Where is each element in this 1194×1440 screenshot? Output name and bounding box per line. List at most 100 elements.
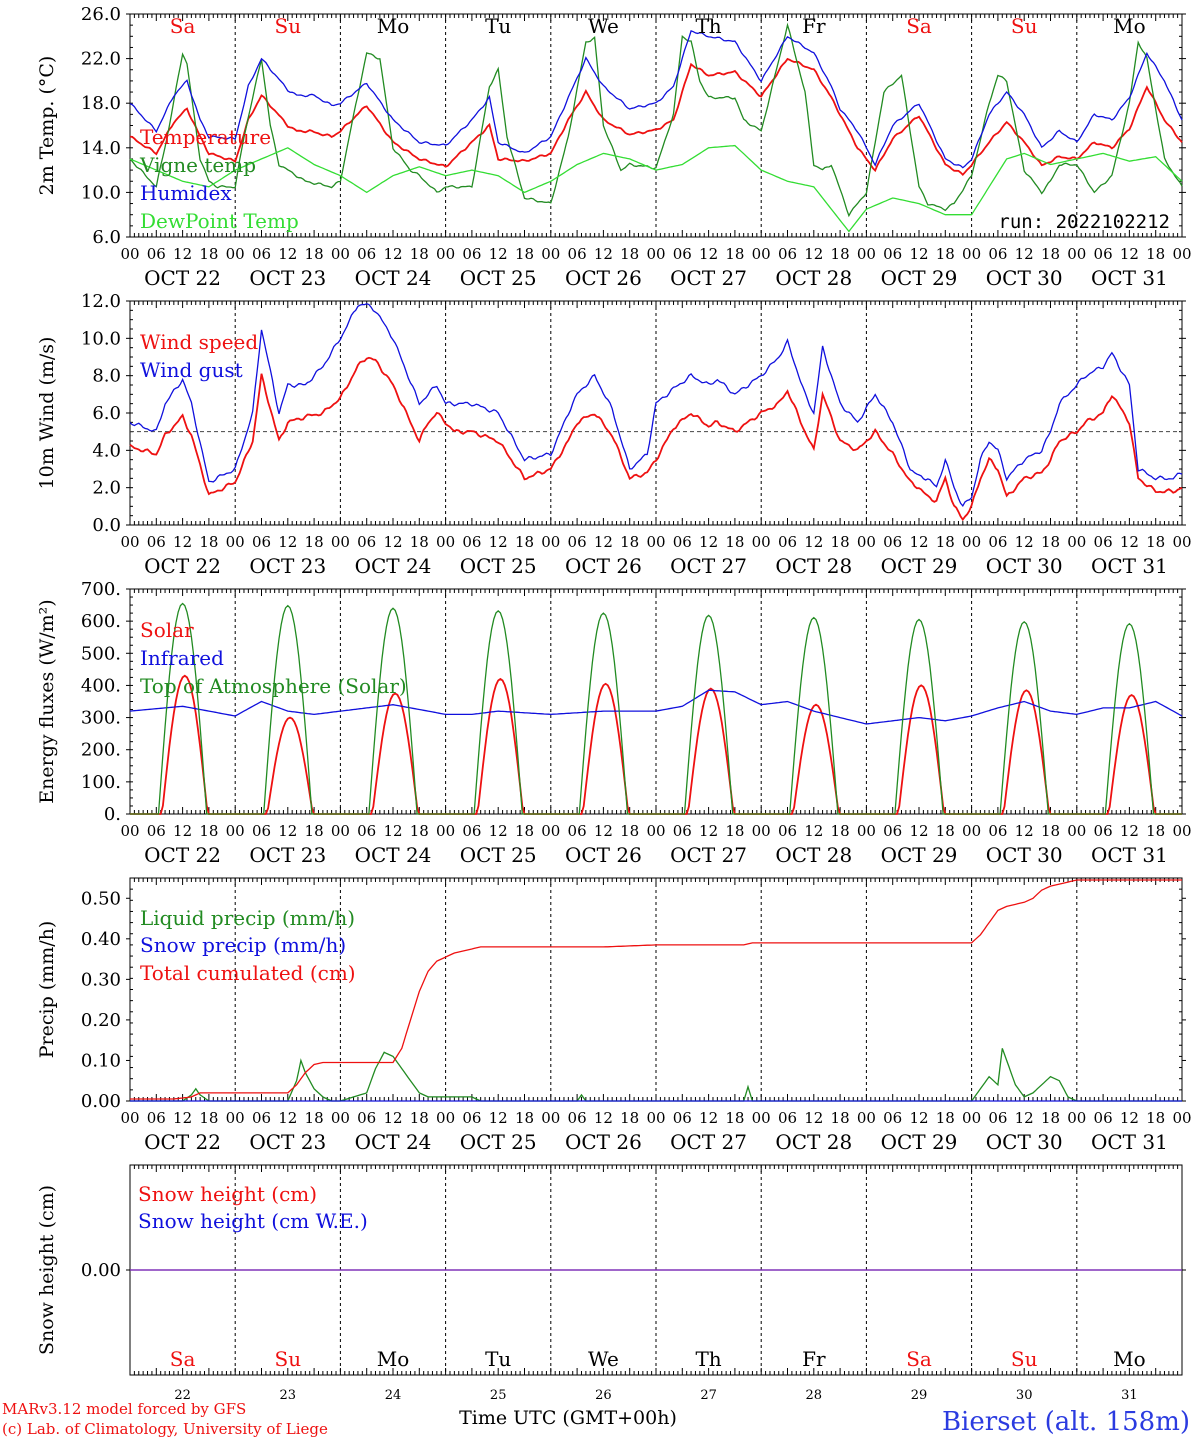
x-hour-label: 18 bbox=[725, 245, 744, 263]
x-hour-label: 00 bbox=[962, 245, 981, 263]
x-date-label: OCT 25 bbox=[460, 1130, 537, 1154]
x-hour-label: 06 bbox=[673, 245, 692, 263]
y-tick-label: 200. bbox=[81, 740, 121, 761]
x-date-label: OCT 22 bbox=[144, 554, 221, 578]
x-hour-label: 12 bbox=[1120, 533, 1139, 551]
x-hour-label: 12 bbox=[1015, 822, 1034, 840]
x-hour-label: 00 bbox=[226, 1109, 245, 1127]
x-hour-label: 06 bbox=[147, 533, 166, 551]
x-hour-label: 00 bbox=[752, 1109, 771, 1127]
x-hour-label: 18 bbox=[199, 1109, 218, 1127]
x-date-label: OCT 24 bbox=[355, 554, 432, 578]
x-hour-label: 12 bbox=[173, 822, 192, 840]
x-hour-label: 18 bbox=[620, 1109, 639, 1127]
time-axis-title: Time UTC (GMT+00h) bbox=[459, 1407, 677, 1429]
x-date-label: OCT 22 bbox=[144, 843, 221, 867]
x-hour-label: 12 bbox=[909, 533, 928, 551]
legend-entry-blue: Humidex bbox=[140, 181, 232, 205]
x-hour-label: 18 bbox=[831, 245, 850, 263]
x-hour-label: 18 bbox=[1146, 822, 1165, 840]
x-date-label: OCT 31 bbox=[1091, 843, 1168, 867]
x-hour-label: 12 bbox=[804, 822, 823, 840]
legend-entry-blue: Snow height (cm W.E.) bbox=[138, 1209, 368, 1233]
x-hour-label: 06 bbox=[462, 533, 481, 551]
x-hour-label: 18 bbox=[515, 1109, 534, 1127]
x-hour-label: 12 bbox=[699, 822, 718, 840]
x-date-label: OCT 23 bbox=[249, 843, 326, 867]
x-hour-label: 12 bbox=[594, 245, 613, 263]
x-hour-label: 18 bbox=[515, 533, 534, 551]
x-hour-label: 00 bbox=[226, 533, 245, 551]
x-hour-label: 00 bbox=[962, 822, 981, 840]
y-tick-label: 18.0 bbox=[81, 93, 121, 114]
x-hour-label: 18 bbox=[410, 822, 429, 840]
weekday-label-top: Tu bbox=[485, 14, 511, 38]
x-hour-label: 12 bbox=[1120, 822, 1139, 840]
x-hour-label: 00 bbox=[857, 533, 876, 551]
x-hour-label: 00 bbox=[752, 245, 771, 263]
y-tick-label: 12.0 bbox=[81, 291, 121, 312]
x-hour-label: 18 bbox=[1041, 533, 1060, 551]
x-hour-label: 00 bbox=[226, 822, 245, 840]
x-hour-label: 18 bbox=[620, 822, 639, 840]
x-hour-label: 18 bbox=[1146, 245, 1165, 263]
y-tick-label: 0.00 bbox=[81, 1091, 121, 1112]
x-hour-label: 06 bbox=[357, 822, 376, 840]
x-hour-label: 12 bbox=[1015, 533, 1034, 551]
series-line-blue bbox=[129, 30, 1183, 169]
x-date-label: OCT 31 bbox=[1091, 266, 1168, 290]
x-date-label: OCT 26 bbox=[565, 843, 642, 867]
x-date-label: OCT 31 bbox=[1091, 1130, 1168, 1154]
x-date-label: OCT 27 bbox=[670, 554, 747, 578]
y-tick-label: 4.0 bbox=[92, 440, 121, 461]
legend-entry-blue: Wind gust bbox=[140, 358, 243, 382]
x-date-label: OCT 25 bbox=[460, 843, 537, 867]
x-hour-label: 06 bbox=[568, 245, 587, 263]
x-hour-label: 00 bbox=[120, 822, 139, 840]
x-date-label: OCT 30 bbox=[986, 554, 1063, 578]
x-date-label: OCT 30 bbox=[986, 843, 1063, 867]
x-hour-label: 18 bbox=[305, 245, 324, 263]
x-hour-label: 12 bbox=[1120, 1109, 1139, 1127]
x-hour-label: 06 bbox=[568, 1109, 587, 1127]
x-hour-label: 18 bbox=[831, 533, 850, 551]
x-date-label: OCT 24 bbox=[355, 843, 432, 867]
x-hour-label: 12 bbox=[804, 533, 823, 551]
legend-entry-blue: Snow precip (mm/h) bbox=[140, 933, 346, 957]
x-hour-label: 00 bbox=[962, 1109, 981, 1127]
x-hour-label: 12 bbox=[594, 1109, 613, 1127]
y-tick-label: 10.0 bbox=[81, 182, 121, 203]
x-date-label: OCT 30 bbox=[986, 266, 1063, 290]
x-hour-label: 18 bbox=[831, 1109, 850, 1127]
x-hour-label: 18 bbox=[620, 245, 639, 263]
x-hour-label: 12 bbox=[699, 245, 718, 263]
weekday-label-top: Mo bbox=[377, 14, 410, 38]
y-tick-label: 26.0 bbox=[81, 4, 121, 25]
x-hour-label: 06 bbox=[988, 1109, 1007, 1127]
weekday-label-top: Fr bbox=[802, 14, 826, 38]
x-hour-label: 00 bbox=[646, 533, 665, 551]
legend-entry-red: Snow height (cm) bbox=[138, 1182, 317, 1206]
x-hour-label: 18 bbox=[305, 822, 324, 840]
x-hour-label: 00 bbox=[331, 1109, 350, 1127]
y-tick-label: 6.0 bbox=[92, 403, 121, 424]
y-tick-label: 400. bbox=[81, 675, 121, 696]
x-hour-label: 00 bbox=[752, 533, 771, 551]
weekday-label-bottom: Tu bbox=[485, 1347, 511, 1371]
x-hour-label: 00 bbox=[436, 822, 455, 840]
x-hour-label: 18 bbox=[515, 245, 534, 263]
x-hour-label: 18 bbox=[1041, 1109, 1060, 1127]
x-date-label: OCT 28 bbox=[775, 266, 852, 290]
x-hour-label: 06 bbox=[568, 822, 587, 840]
x-date-label: OCT 28 bbox=[775, 1130, 852, 1154]
x-hour-label: 12 bbox=[383, 245, 402, 263]
x-date-label: OCT 23 bbox=[249, 554, 326, 578]
x-hour-label: 18 bbox=[936, 822, 955, 840]
y-tick-label: 0.40 bbox=[81, 929, 121, 950]
x-hour-label: 12 bbox=[489, 1109, 508, 1127]
x-hour-label: 00 bbox=[436, 245, 455, 263]
x-date-label: OCT 23 bbox=[249, 266, 326, 290]
weekday-label-bottom: Sa bbox=[170, 1347, 196, 1371]
x-hour-label: 00 bbox=[1172, 1109, 1191, 1127]
